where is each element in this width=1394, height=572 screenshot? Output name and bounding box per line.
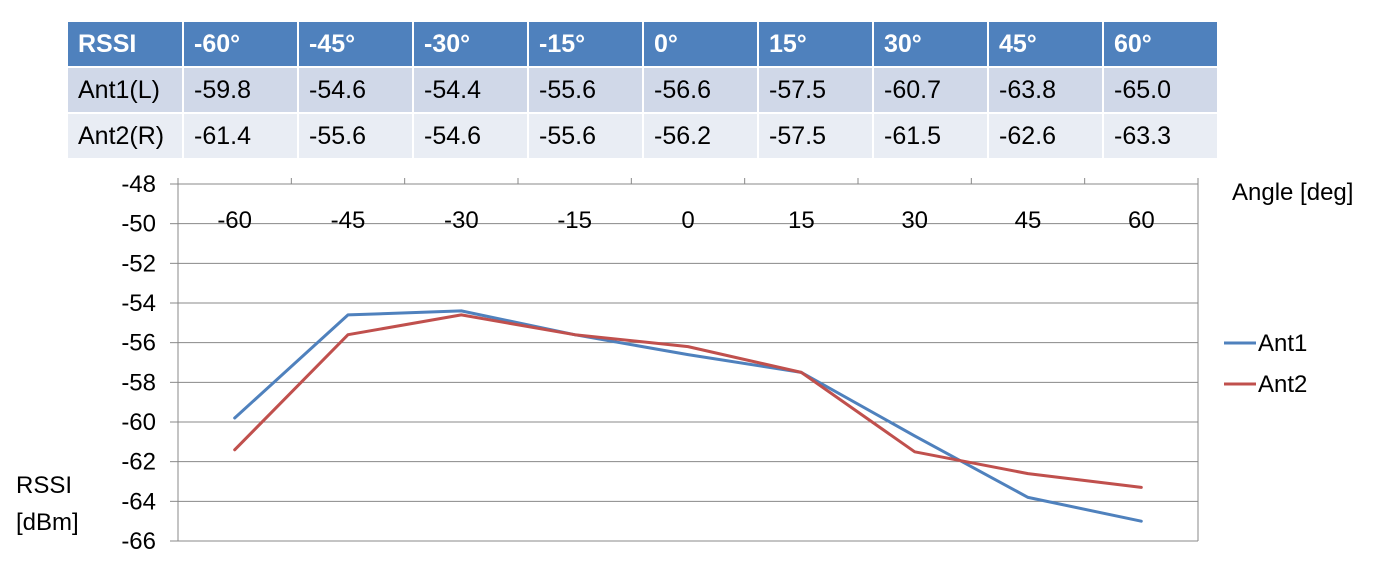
x-tick-label: -30 [444,207,479,234]
table-cell: -62.6 [988,113,1104,158]
x-tick-label: -60 [217,207,252,234]
x-tick-label: -15 [557,207,592,234]
legend-label-ant1: Ant1 [1258,330,1307,357]
table-cell: -54.4 [413,67,529,114]
y-tick-label: -64 [121,488,156,515]
x-tick-label: -45 [331,207,366,234]
y-tick-label: -56 [121,330,156,357]
table-cell: -55.6 [298,113,414,158]
x-tick-label: 30 [901,207,928,234]
table-cell: -57.5 [758,67,874,114]
table-cell: -55.6 [528,67,644,114]
x-tick-label: 0 [681,207,694,234]
rssi-table: RSSI -60° -45° -30° -15° 0° 15° 30° 45° … [68,22,1219,158]
table-cell: -63.8 [988,67,1104,114]
table-row: Ant2(R) -61.4 -55.6 -54.6 -55.6 -56.2 -5… [68,113,1219,158]
y-tick-label: -66 [121,528,156,555]
table-cell: -59.8 [183,67,299,114]
table-header-cell: -30° [413,22,529,68]
table-header-cell: -15° [528,22,644,68]
x-tick-label: 45 [1015,207,1042,234]
x-axis-label: Angle [deg] [1232,179,1353,206]
table-cell: -63.3 [1103,113,1219,158]
table-header-cell: 60° [1103,22,1219,68]
series-line-ant2 [233,313,1143,489]
y-tick-label: -60 [121,409,156,436]
table-header-cell: 0° [643,22,759,68]
y-tick-label: -48 [121,171,156,198]
table-cell: -61.5 [873,113,989,158]
y-tick-label: -62 [121,449,156,476]
table-cell: -61.4 [183,113,299,158]
table-header-cell: -60° [183,22,299,68]
table-cell: -54.6 [413,113,529,158]
x-tick-labels: -60 -45 -30 -15 0 15 30 45 60 [217,207,1154,234]
table-cell: Ant2(R) [68,113,184,158]
y-tick-labels: -48 -50 -52 -54 -56 -58 -60 -62 -64 -66 [121,171,156,555]
table-cell: -55.6 [528,113,644,158]
y-tick-label: -54 [121,290,156,317]
table-cell: Ant1(L) [68,67,184,114]
legend-label-ant2: Ant2 [1258,371,1307,398]
y-axis-label-line1: RSSI [16,472,72,499]
series-line-ant1 [233,309,1143,523]
table-cell: -56.2 [643,113,759,158]
y-tick-label: -50 [121,211,156,238]
table-header-cell: 45° [988,22,1104,68]
table-cell: -65.0 [1103,67,1219,114]
grid-lines [170,178,1199,542]
table-cell: -57.5 [758,113,874,158]
table-header-cell: 15° [758,22,874,68]
x-tick-label: 15 [788,207,815,234]
series-lines [233,309,1143,523]
table-header-cell: -45° [298,22,414,68]
table-cell: -54.6 [298,67,414,114]
table-header-cell: RSSI [68,22,184,68]
legend: Ant1 Ant2 [1224,330,1307,398]
table-header-row: RSSI -60° -45° -30° -15° 0° 15° 30° 45° … [68,22,1219,68]
table-cell: -56.6 [643,67,759,114]
y-tick-label: -52 [121,250,156,277]
x-tick-label: 60 [1128,207,1155,234]
y-tick-label: -58 [121,369,156,396]
table-row: Ant1(L) -59.8 -54.6 -54.4 -55.6 -56.6 -5… [68,67,1219,114]
table-header-cell: 30° [873,22,989,68]
y-axis-label-line2: [dBm] [16,509,79,536]
table-cell: -60.7 [873,67,989,114]
